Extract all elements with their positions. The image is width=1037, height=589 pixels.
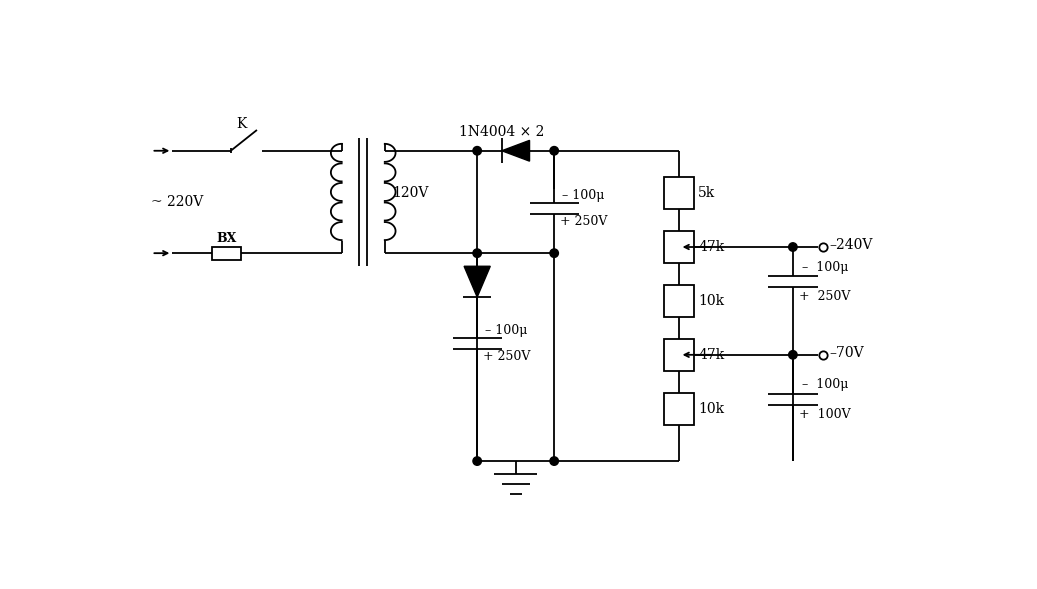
Text: + 250V: + 250V bbox=[483, 350, 531, 363]
Bar bbox=[665, 177, 694, 209]
Text: 120V: 120V bbox=[392, 186, 429, 200]
Text: 1N4004 × 2: 1N4004 × 2 bbox=[459, 124, 544, 138]
Text: –240V: –240V bbox=[829, 239, 872, 253]
Bar bbox=[665, 284, 694, 317]
Text: –70V: –70V bbox=[829, 346, 864, 360]
Text: BX: BX bbox=[217, 232, 237, 245]
Text: +  100V: + 100V bbox=[800, 408, 850, 421]
Text: –  100μ: – 100μ bbox=[802, 378, 848, 391]
Circle shape bbox=[473, 147, 481, 155]
Circle shape bbox=[550, 249, 558, 257]
Circle shape bbox=[473, 457, 481, 465]
Text: K: K bbox=[236, 117, 247, 131]
Circle shape bbox=[789, 243, 797, 252]
Text: 10k: 10k bbox=[698, 294, 724, 308]
Text: –  100μ: – 100μ bbox=[802, 260, 848, 273]
Polygon shape bbox=[502, 140, 530, 161]
Bar bbox=[665, 339, 694, 371]
Text: 5k: 5k bbox=[698, 186, 716, 200]
Text: +  250V: + 250V bbox=[800, 290, 850, 303]
Circle shape bbox=[473, 249, 481, 257]
Polygon shape bbox=[465, 266, 491, 297]
Text: 10k: 10k bbox=[698, 402, 724, 416]
Text: – 100μ: – 100μ bbox=[562, 189, 605, 202]
Circle shape bbox=[789, 350, 797, 359]
Bar bbox=[665, 392, 694, 425]
Circle shape bbox=[550, 457, 558, 465]
Bar bbox=[665, 231, 694, 263]
Text: 47k: 47k bbox=[698, 348, 725, 362]
Text: + 250V: + 250V bbox=[560, 215, 608, 228]
Text: ~ 220V: ~ 220V bbox=[151, 196, 203, 209]
Text: 47k: 47k bbox=[698, 240, 725, 254]
Bar bbox=[212, 247, 241, 260]
Text: – 100μ: – 100μ bbox=[485, 324, 527, 337]
Circle shape bbox=[550, 147, 558, 155]
